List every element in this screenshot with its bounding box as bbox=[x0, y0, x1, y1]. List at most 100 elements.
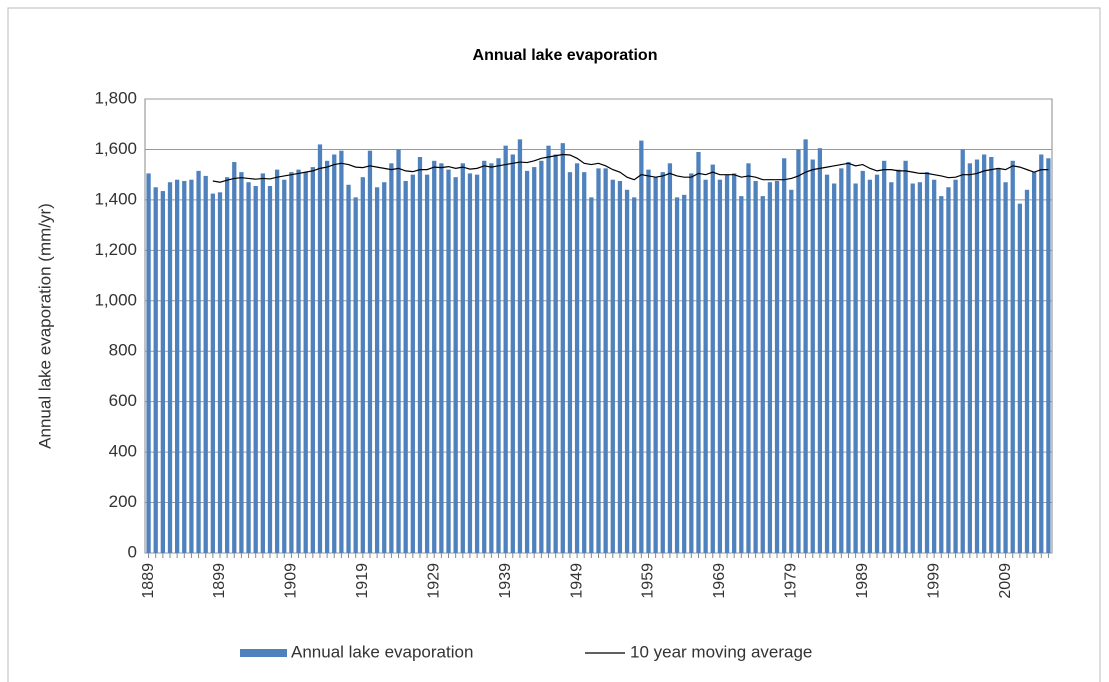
bar bbox=[589, 197, 594, 553]
legend-label: 10 year moving average bbox=[630, 642, 812, 661]
moving-average-line bbox=[212, 153, 1049, 183]
bar bbox=[446, 169, 451, 553]
bar bbox=[332, 154, 337, 553]
bar bbox=[503, 145, 508, 553]
bar bbox=[953, 179, 958, 553]
bar bbox=[667, 163, 673, 554]
bar bbox=[246, 182, 251, 553]
bar bbox=[632, 197, 637, 553]
bar bbox=[982, 154, 987, 553]
x-tick-label: 1919 bbox=[354, 563, 371, 599]
bar bbox=[546, 145, 551, 553]
bar bbox=[774, 180, 780, 553]
bar bbox=[1032, 172, 1037, 553]
bar bbox=[260, 173, 265, 553]
bar bbox=[339, 150, 344, 553]
bar bbox=[417, 157, 423, 553]
bar bbox=[996, 168, 1001, 553]
bar bbox=[753, 180, 758, 553]
x-tick-label: 1949 bbox=[568, 563, 585, 599]
bar bbox=[553, 154, 558, 553]
bar bbox=[582, 172, 587, 553]
bar bbox=[353, 197, 358, 553]
bar bbox=[846, 162, 851, 554]
bar bbox=[674, 197, 680, 553]
bar bbox=[296, 169, 301, 553]
bar bbox=[853, 183, 858, 553]
bar bbox=[703, 179, 708, 553]
bar bbox=[653, 177, 658, 553]
y-tick-label: 1,400 bbox=[94, 189, 137, 208]
bar bbox=[924, 172, 930, 553]
bar bbox=[610, 179, 615, 553]
bar bbox=[967, 163, 973, 554]
bar bbox=[682, 194, 687, 553]
bar bbox=[889, 182, 894, 553]
bar bbox=[910, 183, 915, 553]
x-tick-label: 1989 bbox=[854, 563, 871, 599]
bar bbox=[396, 149, 401, 553]
y-tick-label: 0 bbox=[128, 542, 137, 561]
bar bbox=[810, 159, 815, 554]
bar bbox=[410, 174, 415, 553]
bar bbox=[367, 150, 373, 553]
bar bbox=[174, 179, 180, 553]
bar bbox=[724, 174, 730, 553]
bar bbox=[803, 139, 808, 553]
bar bbox=[403, 180, 408, 553]
bar bbox=[1024, 189, 1030, 554]
bar bbox=[796, 149, 801, 553]
bar bbox=[232, 162, 237, 554]
bar bbox=[532, 167, 537, 553]
y-tick-label: 600 bbox=[109, 391, 137, 410]
y-tick-label: 400 bbox=[109, 442, 137, 461]
bar bbox=[289, 172, 294, 553]
bar bbox=[467, 173, 473, 553]
x-tick-label: 2009 bbox=[997, 563, 1014, 599]
x-tick-label: 1909 bbox=[283, 563, 300, 599]
bar bbox=[282, 179, 287, 553]
x-tick-label: 1939 bbox=[497, 563, 514, 599]
legend-swatch bbox=[240, 649, 287, 657]
x-tick-label: 1979 bbox=[783, 563, 800, 599]
x-tick-label: 1899 bbox=[211, 563, 228, 599]
bar bbox=[696, 151, 701, 553]
bar bbox=[1010, 160, 1015, 554]
bar bbox=[510, 154, 515, 553]
bar bbox=[167, 182, 173, 553]
bar bbox=[732, 173, 737, 553]
bar bbox=[932, 179, 937, 553]
x-tick-label: 1969 bbox=[711, 563, 728, 599]
bar bbox=[189, 179, 194, 553]
y-tick-label: 200 bbox=[109, 492, 137, 511]
bar bbox=[160, 191, 165, 554]
bar bbox=[660, 172, 665, 553]
bar bbox=[624, 189, 630, 554]
bar bbox=[989, 157, 994, 553]
bar bbox=[746, 163, 751, 554]
bar bbox=[424, 174, 430, 553]
bar bbox=[603, 168, 608, 553]
bar bbox=[860, 170, 865, 553]
bar bbox=[639, 140, 644, 553]
bar bbox=[939, 196, 944, 553]
bar bbox=[1017, 203, 1023, 553]
y-tick-label: 1,800 bbox=[94, 88, 137, 107]
y-tick-label: 1,600 bbox=[94, 139, 137, 158]
chart-title: Annual lake evaporation bbox=[473, 47, 658, 64]
bar bbox=[960, 149, 965, 553]
bar bbox=[203, 175, 208, 553]
bar bbox=[217, 192, 223, 554]
x-tick-label: 1959 bbox=[640, 563, 657, 599]
bar bbox=[496, 158, 501, 553]
bar bbox=[617, 180, 623, 553]
bar bbox=[574, 163, 580, 554]
legend-label: Annual lake evaporation bbox=[291, 642, 473, 661]
bar bbox=[374, 187, 380, 553]
bar bbox=[903, 160, 908, 554]
bar bbox=[389, 163, 394, 554]
bar bbox=[267, 186, 273, 553]
bar bbox=[717, 179, 723, 553]
bar bbox=[310, 167, 315, 553]
